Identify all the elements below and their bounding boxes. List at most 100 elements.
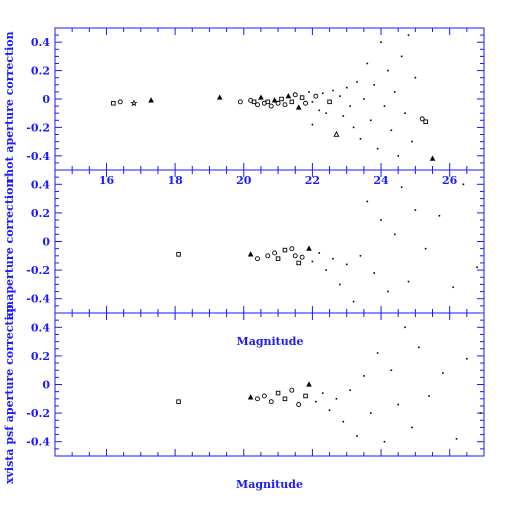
data-point <box>352 126 355 129</box>
data-point <box>376 352 379 354</box>
data-point <box>442 372 444 374</box>
data-point <box>333 131 340 137</box>
data-point <box>289 99 295 105</box>
data-point <box>282 396 288 402</box>
y-tick-label: 0.2 <box>31 65 50 78</box>
data-point <box>247 251 254 257</box>
data-point <box>176 399 181 404</box>
data-point <box>327 99 332 105</box>
data-point <box>414 209 417 211</box>
data-point <box>397 155 399 157</box>
data-point <box>428 395 430 397</box>
data-point <box>404 112 406 114</box>
data-point <box>296 260 301 266</box>
data-point <box>282 247 288 253</box>
data-point <box>265 253 271 259</box>
data-point <box>407 34 410 36</box>
y-tick-label: -0.2 <box>26 407 50 420</box>
data-point <box>306 381 312 387</box>
data-point <box>393 233 396 236</box>
data-point <box>466 357 468 360</box>
y-tick-label: 0.4 <box>31 178 50 191</box>
x-tick-label: 18 <box>167 174 183 187</box>
data-point <box>356 81 358 83</box>
data-point <box>311 123 314 126</box>
data-point <box>325 112 327 114</box>
data-point <box>339 95 341 97</box>
y-tick-label: 0 <box>42 93 50 106</box>
data-point <box>369 412 372 414</box>
data-point <box>390 129 393 132</box>
axis-ticks <box>55 27 485 457</box>
data-point <box>342 115 345 117</box>
data-point <box>387 69 389 72</box>
data-point <box>275 256 281 261</box>
data-point <box>321 392 324 394</box>
data-point <box>345 263 348 266</box>
y-tick-label: 0 <box>42 379 50 392</box>
data-point <box>303 100 308 106</box>
data-point <box>325 269 327 271</box>
x-axis-label: Magnitude <box>236 478 303 491</box>
data-point <box>311 101 314 103</box>
data-point <box>339 283 341 286</box>
data-point <box>349 389 351 392</box>
data-point <box>363 375 365 377</box>
data-point <box>237 99 243 105</box>
data-point <box>404 326 406 329</box>
data-point <box>296 402 302 407</box>
middle-magnitude-annotation: Magnitude <box>237 335 304 348</box>
data-point <box>393 91 396 93</box>
data-point <box>332 89 334 92</box>
data-point <box>332 257 334 260</box>
data-point <box>216 94 223 100</box>
data-point <box>359 137 362 140</box>
data-point <box>255 102 260 108</box>
data-point <box>390 369 393 371</box>
data-point <box>318 252 321 254</box>
data-point <box>366 200 369 203</box>
data-point <box>387 290 389 293</box>
data-point <box>258 94 264 100</box>
data-point <box>271 97 278 103</box>
data-point <box>429 155 436 161</box>
data-point <box>369 119 372 122</box>
data-point <box>363 98 365 100</box>
data-point <box>376 147 379 150</box>
data-point <box>383 105 386 107</box>
data-point <box>452 286 454 289</box>
data-point <box>313 93 319 99</box>
data-point <box>311 260 314 263</box>
data-point <box>289 246 295 252</box>
data-point <box>356 435 358 437</box>
data-point <box>279 96 284 102</box>
data-point <box>255 396 260 402</box>
y-tick-label: 0.4 <box>31 36 50 49</box>
data-point <box>345 86 348 89</box>
data-point <box>349 105 351 107</box>
data-point <box>419 116 425 122</box>
data-point <box>282 102 288 108</box>
data-point <box>417 346 420 349</box>
data-point <box>400 55 403 58</box>
data-point <box>366 62 369 65</box>
x-tick-label: 16 <box>99 174 115 187</box>
panel-frame-2 <box>54 169 485 314</box>
data-point <box>292 92 298 98</box>
x-tick-label: 26 <box>442 174 458 187</box>
x-tick-label: 24 <box>373 174 389 187</box>
data-point <box>414 76 417 79</box>
data-marks <box>111 34 482 443</box>
data-point <box>285 93 292 99</box>
y-tick-label: -0.2 <box>26 121 50 134</box>
panel-frames <box>54 27 485 457</box>
data-point <box>265 99 271 105</box>
y-tick-label: 0.2 <box>31 350 50 363</box>
data-point <box>315 400 317 403</box>
y-tick-label: -0.2 <box>26 264 50 277</box>
data-point <box>380 41 382 43</box>
data-point <box>318 109 321 112</box>
data-point <box>275 100 281 106</box>
